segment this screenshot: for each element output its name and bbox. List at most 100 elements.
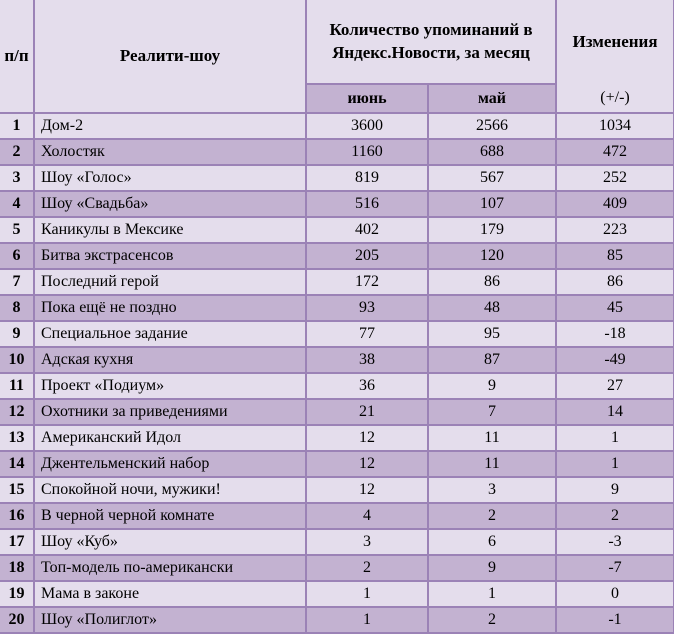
may-value-cell: 9	[426, 554, 558, 582]
change-value-cell: 1	[555, 424, 674, 452]
table-row: 11 Проект «Подиум» 36 9 27	[0, 372, 674, 400]
show-name-cell: Джентельменский набор	[33, 450, 307, 478]
june-value-cell: 12	[305, 476, 429, 504]
table-row: 1 Дом-2 3600 2566 1034	[0, 112, 674, 140]
header-row-months: июнь май	[0, 83, 674, 114]
june-value-cell: 516	[305, 190, 429, 218]
show-name-cell: Битва экстрасенсов	[33, 242, 307, 270]
show-name-cell: В черной черной комнате	[33, 502, 307, 530]
rank-cell: 10	[0, 346, 35, 374]
june-value-cell: 1160	[305, 138, 429, 166]
table-row: 9 Специальное задание 77 95 -18	[0, 320, 674, 348]
change-value-cell: 9	[555, 476, 674, 504]
table-row: 19 Мама в законе 1 1 0	[0, 580, 674, 608]
changes-header-label: Изменения	[572, 32, 658, 51]
june-value-cell: 1	[305, 606, 429, 634]
column-header-changes: Изменения (+/-)	[555, 0, 674, 114]
may-value-cell: 3	[426, 476, 558, 504]
may-value-cell: 7	[426, 398, 558, 426]
rank-cell: 17	[0, 528, 35, 556]
june-value-cell: 21	[305, 398, 429, 426]
rank-cell: 1	[0, 112, 35, 140]
show-name-cell: Шоу «Голос»	[33, 164, 307, 192]
june-value-cell: 172	[305, 268, 429, 296]
rank-cell: 6	[0, 242, 35, 270]
may-value-cell: 87	[426, 346, 558, 374]
june-value-cell: 2	[305, 554, 429, 582]
rank-cell: 3	[0, 164, 35, 192]
rank-cell: 9	[0, 320, 35, 348]
table-row: 3 Шоу «Голос» 819 567 252	[0, 164, 674, 192]
show-name-cell: Проект «Подиум»	[33, 372, 307, 400]
change-value-cell: -18	[555, 320, 674, 348]
table-row: 6 Битва экстрасенсов 205 120 85	[0, 242, 674, 270]
show-name-cell: Каникулы в Мексике	[33, 216, 307, 244]
changes-header-sublabel: (+/-)	[600, 88, 630, 106]
table-row: 20 Шоу «Полиглот» 1 2 -1	[0, 606, 674, 634]
show-name-cell: Мама в законе	[33, 580, 307, 608]
change-value-cell: 0	[555, 580, 674, 608]
rank-cell: 12	[0, 398, 35, 426]
table-row: 16 В черной черной комнате 4 2 2	[0, 502, 674, 530]
may-value-cell: 11	[426, 450, 558, 478]
table-row: 18 Топ-модель по-американски 2 9 -7	[0, 554, 674, 582]
show-name-cell: Холостяк	[33, 138, 307, 166]
show-name-cell: Шоу «Куб»	[33, 528, 307, 556]
table-row: 5 Каникулы в Мексике 402 179 223	[0, 216, 674, 244]
column-header-show: Реалити-шоу	[33, 0, 307, 114]
rank-cell: 5	[0, 216, 35, 244]
may-value-cell: 48	[426, 294, 558, 322]
may-value-cell: 120	[426, 242, 558, 270]
may-value-cell: 2566	[426, 112, 558, 140]
show-name-cell: Топ-модель по-американски	[33, 554, 307, 582]
june-value-cell: 4	[305, 502, 429, 530]
may-value-cell: 2	[426, 606, 558, 634]
rank-cell: 2	[0, 138, 35, 166]
may-value-cell: 567	[426, 164, 558, 192]
mentions-header-line2: Яндекс.Новости, за месяц	[332, 42, 530, 62]
changes-header-inner: Изменения (+/-)	[558, 0, 672, 111]
column-header-num: п/п	[0, 0, 35, 114]
show-name-cell: Американский Идол	[33, 424, 307, 452]
change-value-cell: 1	[555, 450, 674, 478]
show-name-cell: Пока ещё не поздно	[33, 294, 307, 322]
table-header: п/п Реалити-шоу Количество упоминаний в …	[0, 0, 674, 114]
show-name-cell: Охотники за приведениями	[33, 398, 307, 426]
change-value-cell: 2	[555, 502, 674, 530]
change-value-cell: -49	[555, 346, 674, 374]
may-value-cell: 11	[426, 424, 558, 452]
table-row: 8 Пока ещё не поздно 93 48 45	[0, 294, 674, 322]
table-row: 4 Шоу «Свадьба» 516 107 409	[0, 190, 674, 218]
june-value-cell: 3	[305, 528, 429, 556]
show-name-cell: Шоу «Полиглот»	[33, 606, 307, 634]
may-value-cell: 6	[426, 528, 558, 556]
june-value-cell: 3600	[305, 112, 429, 140]
show-name-cell: Специальное задание	[33, 320, 307, 348]
rank-cell: 20	[0, 606, 35, 634]
table-row: 13 Американский Идол 12 11 1	[0, 424, 674, 452]
june-value-cell: 77	[305, 320, 429, 348]
table-row: 10 Адская кухня 38 87 -49	[0, 346, 674, 374]
june-value-cell: 12	[305, 450, 429, 478]
rank-cell: 15	[0, 476, 35, 504]
june-value-cell: 819	[305, 164, 429, 192]
table-row: 17 Шоу «Куб» 3 6 -3	[0, 528, 674, 556]
change-value-cell: 252	[555, 164, 674, 192]
column-header-may: май	[426, 83, 558, 114]
table-row: 14 Джентельменский набор 12 11 1	[0, 450, 674, 478]
rank-cell: 11	[0, 372, 35, 400]
change-value-cell: 27	[555, 372, 674, 400]
june-value-cell: 12	[305, 424, 429, 452]
header-row-main: п/п Реалити-шоу Количество упоминаний в …	[0, 0, 674, 114]
rank-cell: 16	[0, 502, 35, 530]
may-value-cell: 86	[426, 268, 558, 296]
show-name-cell: Адская кухня	[33, 346, 307, 374]
rank-cell: 14	[0, 450, 35, 478]
may-value-cell: 179	[426, 216, 558, 244]
show-name-cell: Последний герой	[33, 268, 307, 296]
rank-cell: 19	[0, 580, 35, 608]
may-value-cell: 9	[426, 372, 558, 400]
june-value-cell: 36	[305, 372, 429, 400]
change-value-cell: 85	[555, 242, 674, 270]
